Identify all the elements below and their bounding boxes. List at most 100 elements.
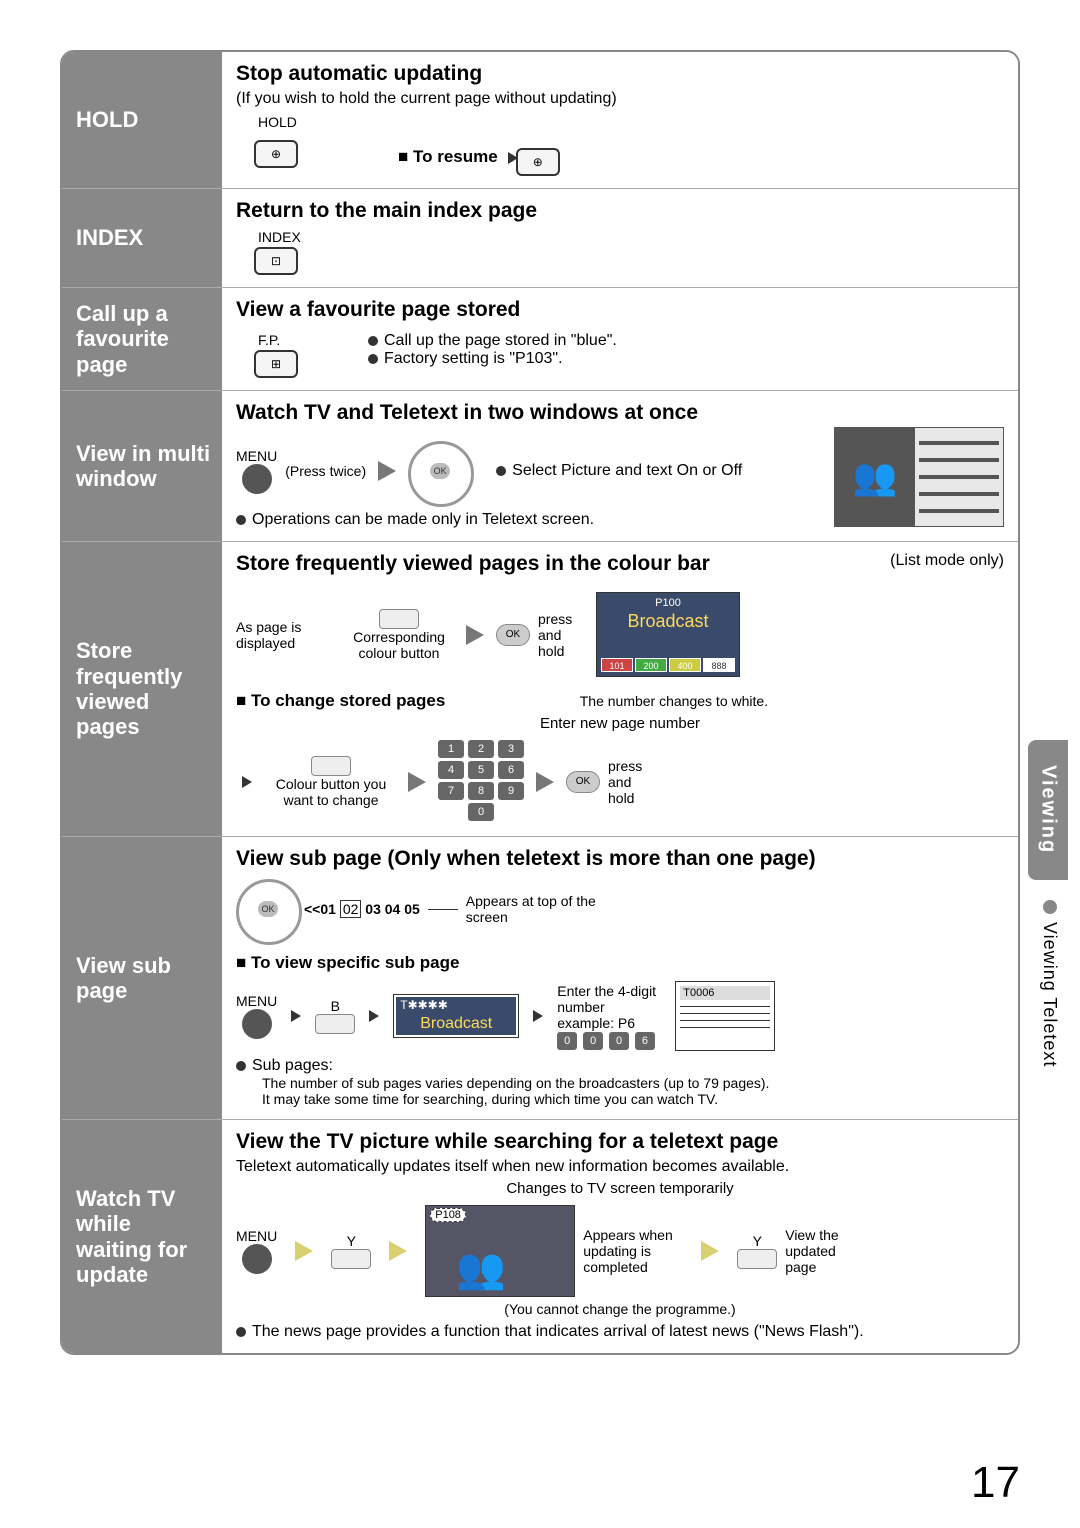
hold-title: Stop automatic updating	[236, 62, 1004, 86]
content-multi: Watch TV and Teletext in two windows at …	[222, 391, 1018, 541]
content-favourite: View a favourite page stored F.P. ⊞ Call…	[222, 288, 1018, 390]
select-text: Select Picture and text On or Off	[512, 462, 742, 479]
bullet-icon	[368, 336, 378, 346]
arrow-icon	[389, 1241, 407, 1261]
label-hold: HOLD	[62, 52, 222, 188]
press-hold-2: press and hold	[608, 758, 658, 806]
appears-top: Appears at top of the screen	[466, 893, 596, 925]
fav-title: View a favourite page stored	[236, 298, 1004, 322]
hold-button-icon-2: ⊕	[516, 148, 560, 176]
enter-4digit: Enter the 4-digit number	[557, 983, 667, 1015]
bullet-icon	[496, 466, 506, 476]
yellow-button-icon	[331, 1249, 371, 1269]
arrow-icon	[295, 1241, 313, 1261]
arrow-icon	[378, 461, 396, 481]
enter-new: Enter new page number	[236, 715, 1004, 732]
bullet-icon	[236, 515, 246, 525]
row-multi: View in multi window Watch TV and Telete…	[62, 391, 1018, 542]
example: example: P6	[557, 1015, 667, 1031]
broadcast-box: T✱✱✱✱ Broadcast	[393, 994, 519, 1038]
arrow-icon	[369, 1010, 379, 1022]
dpad-icon: OK	[236, 879, 296, 939]
hold-icon-label: HOLD	[258, 114, 1004, 130]
content-subpage: View sub page (Only when teletext is mor…	[222, 837, 1018, 1119]
watch-title: View the TV picture while searching for …	[236, 1130, 1004, 1154]
as-page: As page is displayed	[236, 619, 336, 651]
label-watch: Watch TV while waiting for update	[62, 1120, 222, 1353]
ok-button-icon: OK	[496, 624, 530, 646]
tv-scene-icon: P108 👥	[425, 1205, 575, 1297]
row-hold: HOLD Stop automatic updating (If you wis…	[62, 52, 1018, 189]
label-store: Store frequently viewed pages	[62, 542, 222, 836]
arrow-icon	[536, 772, 554, 792]
menu-label: MENU	[236, 448, 277, 464]
press-hold: press and hold	[538, 611, 588, 659]
arrow-icon	[701, 1241, 719, 1261]
label-favourite: Call up a favourite page	[62, 288, 222, 390]
resume-text: ■ To resume	[398, 147, 498, 166]
fp-button-icon: ⊞	[254, 350, 298, 378]
broadcast-preview: P100 Broadcast 101 200 400 888	[596, 592, 740, 677]
press-twice: (Press twice)	[285, 463, 366, 479]
change-title: ■ To change stored pages	[236, 691, 445, 710]
row-favourite: Call up a favourite page View a favourit…	[62, 288, 1018, 391]
row-watch: Watch TV while waiting for update View t…	[62, 1120, 1018, 1353]
label-index: INDEX	[62, 189, 222, 287]
subpage-strip: <<01 02 03 04 05	[304, 901, 420, 917]
content-store: Store frequently viewed pages in the col…	[222, 542, 1018, 836]
dpad-icon: OK	[408, 441, 468, 501]
page-number: 17	[971, 1458, 1020, 1508]
menu-button-icon	[242, 1009, 272, 1039]
subpage-note1: The number of sub pages varies depending…	[262, 1075, 1004, 1091]
news-note: The news page provides a function that i…	[252, 1323, 864, 1340]
list-mode: (List mode only)	[890, 552, 1004, 570]
store-title: Store frequently viewed pages in the col…	[236, 552, 710, 575]
side-tab-viewing: Viewing	[1028, 740, 1068, 880]
view-updated: View the updated page	[785, 1227, 865, 1275]
index-title: Return to the main index page	[236, 199, 1004, 223]
hold-subtitle: (If you wish to hold the current page wi…	[236, 90, 1004, 108]
row-store: Store frequently viewed pages Store freq…	[62, 542, 1018, 837]
appears-when: Appears when updating is completed	[583, 1227, 683, 1275]
keypad-icon: 123 456 789 0	[438, 740, 524, 824]
row-index: INDEX Return to the main index page INDE…	[62, 189, 1018, 288]
blue-button-icon	[315, 1014, 355, 1034]
arrow-icon	[242, 776, 252, 788]
colour-button-icon	[311, 756, 351, 776]
content-index: Return to the main index page INDEX ⊡	[222, 189, 1018, 287]
menu-button-icon	[242, 464, 272, 494]
arrow-icon	[466, 625, 484, 645]
subpages-label: Sub pages:	[252, 1057, 333, 1074]
fav-b1: Call up the page stored in "blue".	[384, 332, 617, 349]
side-text: Viewing Teletext	[1039, 900, 1060, 1067]
color-btn-change: Colour button you want to change	[266, 776, 396, 808]
menu-button-icon	[242, 1244, 272, 1274]
arrow-icon	[408, 772, 426, 792]
bullet-icon	[236, 1061, 246, 1071]
subpage-title: View sub page (Only when teletext is mor…	[236, 847, 1004, 871]
bullet-icon	[368, 354, 378, 364]
op-note: Operations can be made only in Teletext …	[252, 511, 594, 528]
colour-button-icon	[379, 609, 419, 629]
changes-temp: Changes to TV screen temporarily	[236, 1180, 1004, 1197]
yellow-button-icon	[737, 1249, 777, 1269]
multi-title: Watch TV and Teletext in two windows at …	[236, 401, 1004, 425]
label-subpage: View sub page	[62, 837, 222, 1119]
arrow-icon	[291, 1010, 301, 1022]
row-subpage: View sub page View sub page (Only when t…	[62, 837, 1018, 1120]
view-specific: ■ To view specific sub page	[236, 953, 1004, 973]
content-watch: View the TV picture while searching for …	[222, 1120, 1018, 1353]
bullet-icon	[236, 1327, 246, 1337]
content-hold: Stop automatic updating (If you wish to …	[222, 52, 1018, 188]
hold-button-icon: ⊕	[254, 140, 298, 168]
result-box: T0006	[675, 981, 775, 1051]
number-changes: The number changes to white.	[580, 693, 768, 709]
subpage-note2: It may take some time for searching, dur…	[262, 1091, 1004, 1107]
arrow-icon	[533, 1010, 543, 1022]
label-multi: View in multi window	[62, 391, 222, 541]
cannot-change: (You cannot change the programme.)	[236, 1301, 1004, 1317]
index-icon-label: INDEX	[258, 229, 1004, 245]
tv-preview-icon: 👥	[834, 427, 1004, 527]
fav-b2: Factory setting is "P103".	[384, 350, 563, 367]
ok-button-icon: OK	[566, 771, 600, 793]
